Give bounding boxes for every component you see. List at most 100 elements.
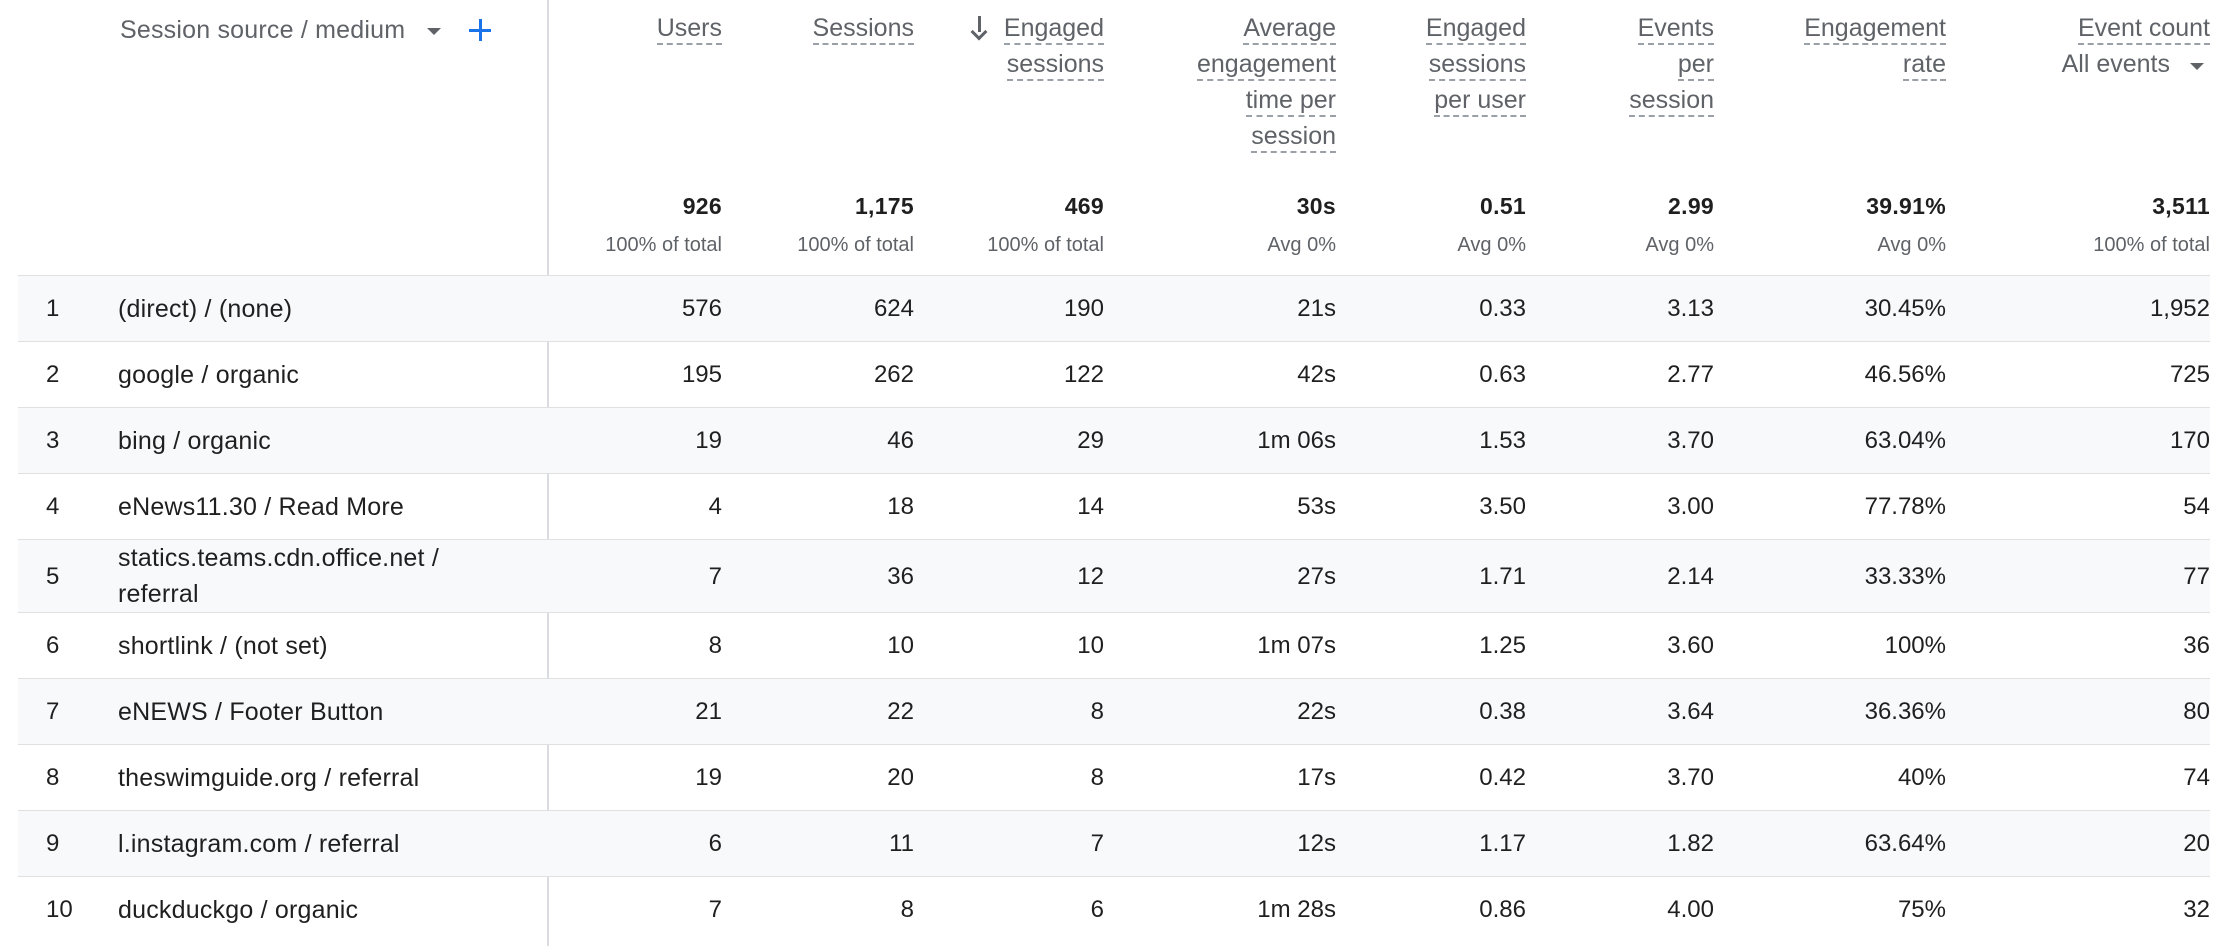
row-metric-engagement-rate: 33.33%: [1864, 563, 1946, 590]
dimension-header-label[interactable]: Session source / medium: [120, 15, 406, 44]
caret-down-icon[interactable]: [2190, 62, 2204, 70]
row-index: 3: [46, 427, 60, 454]
metric-header-event-count[interactable]: Event count: [1950, 10, 2210, 46]
row-metric-event-count: 725: [2169, 361, 2210, 388]
row-index: 10: [46, 896, 73, 923]
row-metric-events-per-session: 4.00: [1667, 896, 1714, 923]
report-table: Session source / medium Users Sessions Eng…: [18, 0, 2210, 946]
row-dimension-value[interactable]: bing / organic: [118, 423, 271, 459]
row-metric-avg-engagement-time: 21s: [1297, 295, 1336, 322]
row-metric-sessions: 8: [900, 896, 914, 923]
row-metric-engagement-rate: 30.45%: [1864, 295, 1946, 322]
metric-header-label: Average: [1243, 14, 1336, 45]
row-dimension-line: (direct) / (none): [118, 295, 293, 323]
metric-header-label: sessions: [1428, 50, 1526, 81]
row-metric-engagement-rate: 100%: [1884, 632, 1946, 659]
total-subtext: Avg 0%: [1645, 234, 1714, 256]
row-metric-sessions: 18: [887, 493, 914, 520]
metric-header-events-per-session[interactable]: Events per session: [1454, 10, 1714, 118]
metric-header-users[interactable]: Users: [462, 10, 722, 46]
row-dimension-value[interactable]: (direct) / (none): [118, 291, 292, 327]
sort-descending-icon[interactable]: [972, 16, 988, 38]
row-dimension-line: bing / organic: [118, 427, 271, 455]
row-metric-event-count: 170: [2169, 427, 2210, 454]
metric-header-engaged-sessions[interactable]: Engaged sessions: [844, 10, 1104, 82]
row-dimension-line: referral: [118, 580, 199, 608]
table-row[interactable]: 6 shortlink / (not set) 8 10 10 1m 07s 1.25 3.6…: [18, 612, 2210, 678]
row-dimension-line: eNews11.30 / Read More: [118, 493, 405, 521]
row-metric-avg-engagement-time: 22s: [1297, 698, 1336, 725]
row-metric-engaged-sessions: 122: [1063, 361, 1104, 388]
table-row[interactable]: 9 l.instagram.com / referral 6 11 7 12s 1.17 1.…: [18, 810, 2210, 876]
row-dimension-line: duckduckgo / organic: [118, 896, 359, 924]
row-dimension-value[interactable]: eNews11.30 / Read More: [118, 489, 404, 525]
row-metric-engaged-sessions: 29: [1077, 427, 1104, 454]
event-selector[interactable]: All events: [2062, 50, 2210, 79]
row-metric-engagement-rate: 40%: [1897, 764, 1946, 791]
row-metric-engaged-sessions: 8: [1090, 764, 1104, 791]
metric-header-label: Users: [656, 14, 722, 45]
table-row[interactable]: 7 eNEWS / Footer Button 21 22 8 22s 0.38 3.64 36…: [18, 678, 2210, 744]
total-value: 926: [682, 193, 722, 219]
row-dimension-value[interactable]: statics.teams.cdn.office.net / referral: [118, 540, 439, 612]
row-metric-events-per-session: 3.00: [1667, 493, 1714, 520]
row-metric-engagement-rate: 63.04%: [1864, 427, 1946, 454]
row-dimension-value[interactable]: google / organic: [118, 357, 299, 393]
metric-header-label: Engaged: [1425, 14, 1526, 45]
metric-header-avg-engagement-time[interactable]: Average engagement time per session: [1076, 10, 1336, 154]
row-metric-events-per-session: 2.77: [1667, 361, 1714, 388]
row-metric-engaged-sessions: 6: [1090, 896, 1104, 923]
total-subtext: 100% of total: [2093, 234, 2210, 256]
table-row[interactable]: 10 duckduckgo / organic 7 8 6 1m 28s 0.86 4.00 7…: [18, 876, 2210, 942]
row-dimension-line: shortlink / (not set): [118, 632, 328, 660]
row-metric-users: 7: [708, 896, 722, 923]
row-dimension-value[interactable]: duckduckgo / organic: [118, 892, 358, 928]
event-selector-label: All events: [2061, 50, 2170, 78]
row-dimension-value[interactable]: eNEWS / Footer Button: [118, 694, 383, 730]
row-metric-engagement-rate: 63.64%: [1864, 830, 1946, 857]
row-metric-events-per-session: 1.82: [1667, 830, 1714, 857]
row-dimension-value[interactable]: l.instagram.com / referral: [118, 826, 400, 862]
metric-header-label: per user: [1434, 86, 1526, 117]
table-row[interactable]: 3 bing / organic 19 46 29 1m 06s 1.53 3.70 63.04…: [18, 407, 2210, 473]
row-metric-avg-engagement-time: 1m 07s: [1257, 632, 1336, 659]
row-metric-avg-engagement-time: 27s: [1297, 563, 1336, 590]
row-metric-avg-engagement-time: 1m 28s: [1257, 896, 1336, 923]
metric-header-label: Event count: [2077, 14, 2210, 45]
row-metric-event-count: 20: [2183, 830, 2210, 857]
row-dimension-value[interactable]: shortlink / (not set): [118, 628, 328, 664]
row-metric-event-count: 74: [2183, 764, 2210, 791]
table-row[interactable]: 5 statics.teams.cdn.office.net / referral 7…: [18, 539, 2210, 612]
row-dimension-line: statics.teams.cdn.office.net /: [118, 544, 439, 572]
row-metric-engagement-rate: 36.36%: [1864, 698, 1946, 725]
caret-down-icon[interactable]: [427, 28, 442, 35]
metric-header-label: Events: [1637, 14, 1714, 45]
table-row[interactable]: 8 theswimguide.org / referral 19 20 8 17s 0.42…: [18, 744, 2210, 810]
row-index: 2: [46, 361, 60, 388]
total-value: 469: [1064, 193, 1104, 219]
metric-header-engagement-rate[interactable]: Engagement rate: [1686, 10, 1946, 82]
dimension-header: Session source / medium: [120, 14, 492, 46]
row-metric-users: 19: [695, 764, 722, 791]
row-metric-events-per-session: 3.13: [1667, 295, 1714, 322]
row-metric-sessions: 262: [873, 361, 914, 388]
metric-header-label: Sessions: [812, 14, 914, 45]
metric-header-engaged-per-user[interactable]: Engaged sessions per user: [1266, 10, 1526, 118]
row-metric-users: 7: [708, 563, 722, 590]
row-index: 8: [46, 764, 60, 791]
row-metric-engaged-per-user: 1.25: [1479, 632, 1526, 659]
row-metric-engaged-sessions: 7: [1090, 830, 1104, 857]
table-row[interactable]: 4 eNews11.30 / Read More 4 18 14 53s 3.50 3.00 7…: [18, 473, 2210, 539]
row-index: 4: [46, 493, 60, 520]
row-metric-event-count: 54: [2183, 493, 2210, 520]
row-metric-sessions: 46: [887, 427, 914, 454]
table-row[interactable]: 1 (direct) / (none) 576 624 190 21s 0.33 3.13 30…: [18, 275, 2210, 341]
total-subtext: 100% of total: [797, 234, 914, 256]
row-dimension-value[interactable]: theswimguide.org / referral: [118, 760, 419, 796]
row-metric-engaged-per-user: 0.42: [1479, 764, 1526, 791]
total-value: 1,175: [854, 193, 914, 219]
table-row[interactable]: 2 google / organic 195 262 122 42s 0.63 2.77 46.…: [18, 341, 2210, 407]
metric-header-sessions[interactable]: Sessions: [654, 10, 914, 46]
row-metric-events-per-session: 3.70: [1667, 764, 1714, 791]
plus-icon[interactable]: [469, 19, 492, 41]
